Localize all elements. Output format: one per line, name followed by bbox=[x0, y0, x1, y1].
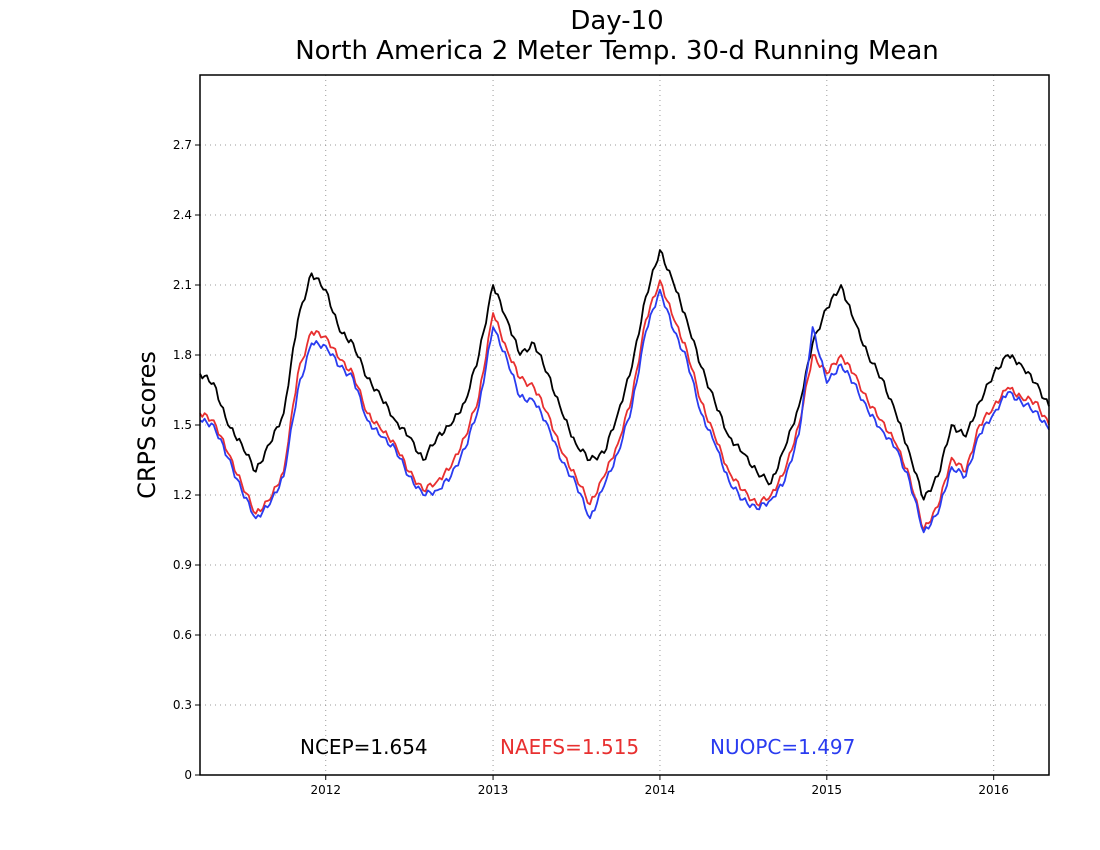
summary-naefs: NAEFS=1.515 bbox=[500, 735, 639, 759]
plot-frame bbox=[199, 74, 1050, 776]
x-tick-label: 2015 bbox=[812, 783, 843, 797]
y-tick-label: 2.7 bbox=[173, 138, 192, 152]
summary-nuopc: NUOPC=1.497 bbox=[710, 735, 855, 759]
y-tick-label: 2.4 bbox=[173, 208, 192, 222]
x-tick-label: 2012 bbox=[310, 783, 341, 797]
y-tick-label: 1.5 bbox=[173, 418, 192, 432]
chart-title: Day-10 bbox=[570, 6, 663, 36]
x-tick-label: 2013 bbox=[478, 783, 509, 797]
x-tick-label: 2016 bbox=[978, 783, 1009, 797]
x-axis: 2012 2013 2014 2015 2016 bbox=[310, 775, 1009, 797]
y-tick-label: 0.3 bbox=[173, 698, 192, 712]
grid bbox=[200, 75, 1049, 775]
chart-subtitle: North America 2 Meter Temp. 30-d Running… bbox=[295, 36, 939, 66]
y-axis: 0 0.3 0.6 0.9 1.2 1.5 1.8 2.1 2.4 2.7 bbox=[173, 138, 200, 782]
y-tick-label: 0.9 bbox=[173, 558, 192, 572]
x-tick-label: 2014 bbox=[645, 783, 676, 797]
y-tick-label: 2.1 bbox=[173, 278, 192, 292]
y-tick-label: 0 bbox=[184, 768, 192, 782]
series-lines bbox=[199, 249, 1050, 534]
y-tick-label: 1.8 bbox=[173, 348, 192, 362]
y-tick-label: 0.6 bbox=[173, 628, 192, 642]
y-axis-label: CRPS scores bbox=[133, 351, 161, 499]
series-line-ncep bbox=[199, 249, 1050, 501]
series-line-naefs bbox=[199, 279, 1050, 531]
summary-ncep: NCEP=1.654 bbox=[300, 735, 428, 759]
series-line-nuopc bbox=[199, 288, 1050, 534]
y-tick-label: 1.2 bbox=[173, 488, 192, 502]
